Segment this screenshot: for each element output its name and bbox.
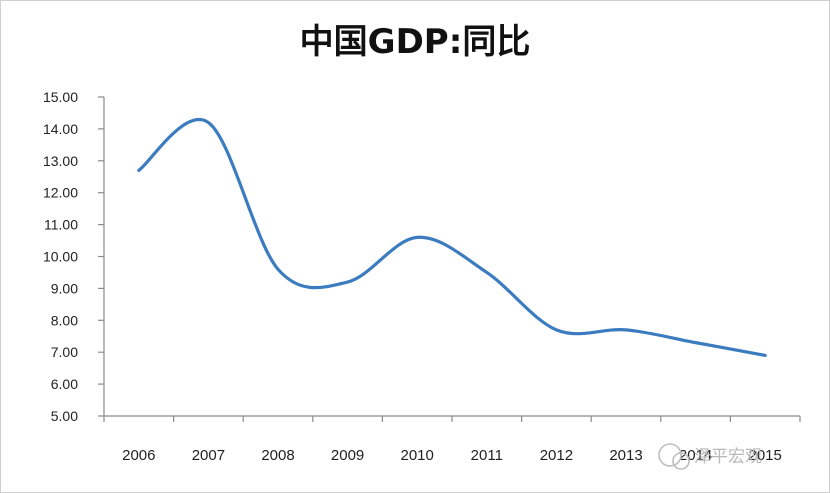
series-group bbox=[137, 118, 767, 357]
y-tick-label: 8.00 bbox=[51, 312, 78, 328]
chart-title: 中国GDP:同比 bbox=[299, 22, 531, 62]
y-tick-label: 15.00 bbox=[43, 89, 78, 105]
x-tick-label: 2006 bbox=[122, 447, 155, 464]
wechat-icon bbox=[658, 443, 690, 470]
y-tick-label: 5.00 bbox=[51, 408, 78, 424]
x-tick-label: 2014 bbox=[679, 447, 712, 464]
series-line bbox=[137, 118, 767, 357]
y-tick-label: 11.00 bbox=[44, 217, 78, 233]
y-tick-label: 14.00 bbox=[43, 121, 78, 137]
x-tick-label: 2010 bbox=[401, 447, 434, 464]
y-tick-label: 9.00 bbox=[51, 280, 78, 296]
y-tick-label: 13.00 bbox=[43, 153, 78, 169]
x-tick-label: 2007 bbox=[192, 447, 225, 464]
watermark: 泽平宏观 bbox=[658, 443, 762, 470]
x-tick-label: 2013 bbox=[609, 447, 642, 464]
y-tick-label: 10.00 bbox=[43, 249, 78, 265]
x-tick-label: 2009 bbox=[331, 447, 364, 464]
x-tick-label: 2008 bbox=[261, 447, 294, 464]
y-tick-label: 6.00 bbox=[51, 376, 78, 392]
x-tick-label: 2015 bbox=[749, 447, 782, 464]
watermark-text: 泽平宏观 bbox=[694, 447, 762, 467]
y-tick-label: 7.00 bbox=[51, 344, 78, 360]
y-tick-label: 12.00 bbox=[43, 185, 78, 201]
x-axis: 2006 2007 2008 2009 2010 2011 2012 2013 2014 2015 bbox=[103, 415, 801, 464]
x-tick-label: 2012 bbox=[540, 447, 573, 464]
x-tick-label: 2011 bbox=[471, 447, 503, 464]
y-axis: 15.00 14.00 13.00 12.00 11.00 10.00 9.00 8.00 7.… bbox=[43, 89, 105, 424]
